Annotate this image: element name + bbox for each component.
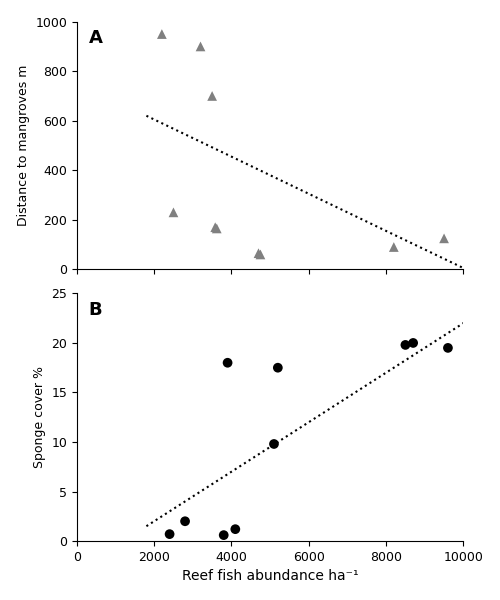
Y-axis label: Distance to mangroves m: Distance to mangroves m	[16, 65, 30, 226]
Point	[224, 358, 232, 368]
Point	[158, 29, 166, 39]
Point	[274, 363, 282, 373]
Point	[440, 233, 448, 243]
Point	[166, 529, 173, 539]
Point	[256, 250, 264, 259]
Point	[232, 524, 239, 534]
Point	[181, 517, 189, 526]
Point	[270, 439, 278, 449]
Point	[444, 343, 452, 353]
Point	[170, 208, 177, 217]
Point	[254, 248, 262, 258]
Point	[220, 530, 228, 540]
Point	[213, 224, 221, 233]
Text: A: A	[88, 29, 102, 47]
Point	[390, 242, 398, 252]
Text: B: B	[88, 301, 102, 319]
Point	[409, 338, 417, 348]
Y-axis label: Sponge cover %: Sponge cover %	[32, 366, 46, 468]
Point	[196, 41, 204, 51]
Point	[402, 340, 409, 350]
Point	[208, 91, 216, 101]
X-axis label: Reef fish abundance ha⁻¹: Reef fish abundance ha⁻¹	[182, 569, 358, 583]
Point	[211, 223, 219, 232]
